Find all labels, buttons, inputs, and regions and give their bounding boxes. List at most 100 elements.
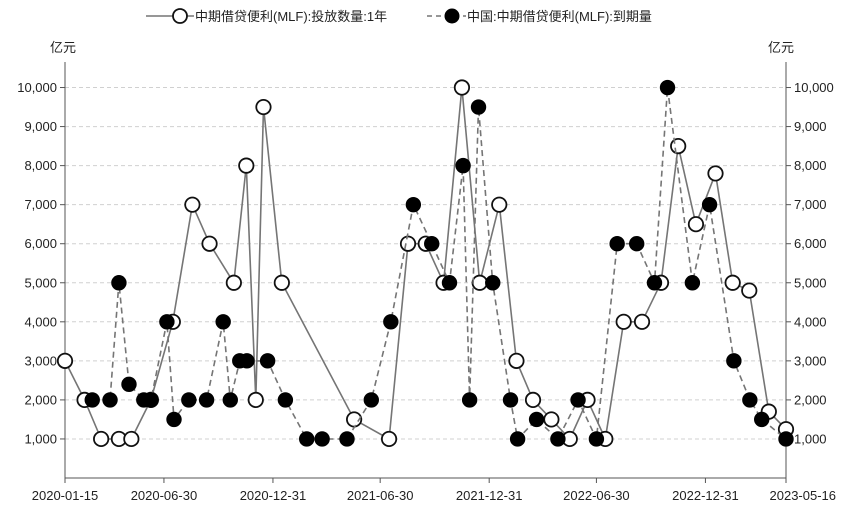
data-point (339, 431, 355, 447)
data-point (239, 353, 255, 369)
x-tick-label: 2021-06-30 (347, 488, 414, 503)
y-tick-label-right: 10,000 (794, 80, 834, 95)
left-y-axis: 1,000 2,000 3,000 4,000 5,000 6,000 7,000 8,000… (17, 80, 65, 446)
data-point (121, 376, 137, 392)
right-y-axis: 1,000 2,000 3,000 4,000 5,000 6,000 7,000 8,000… (786, 80, 834, 446)
left-unit-label: 亿元 (50, 40, 76, 55)
y-tick-label-right: 8,000 (794, 158, 827, 173)
y-tick-label-right: 1,000 (794, 431, 827, 446)
data-point (659, 79, 676, 96)
x-tick-label: 2020-12-31 (240, 488, 307, 503)
data-point (166, 411, 182, 428)
data-point (184, 196, 201, 213)
data-point (471, 274, 488, 291)
data-point (615, 313, 632, 330)
data-point (441, 275, 458, 291)
data-point (225, 274, 242, 291)
data-point (741, 282, 758, 299)
y-tick-label-left: 7,000 (24, 197, 57, 212)
x-tick-label: 2020-06-30 (131, 488, 198, 503)
data-point (453, 79, 471, 96)
data-point (159, 314, 175, 330)
legend-label: 中期借贷便利(MLF):投放数量:1年 (195, 9, 387, 24)
data-point (701, 196, 718, 213)
data-point (255, 98, 272, 116)
data-point (707, 165, 724, 182)
data-point (778, 431, 794, 447)
data-point (215, 314, 231, 330)
data-point (491, 196, 508, 213)
x-tick-label: 2022-12-31 (672, 488, 739, 503)
data-point (502, 392, 519, 408)
y-tick-label-right: 4,000 (794, 314, 827, 329)
data-point (380, 430, 398, 448)
data-point (56, 352, 74, 369)
data-point (629, 236, 645, 252)
data-point (143, 392, 159, 408)
y-tick-label-left: 9,000 (24, 119, 57, 134)
data-point (687, 216, 705, 233)
data-point (247, 391, 264, 409)
x-axis: 2020-01-15 2020-06-30 2020-12-31 2021-06-30… (32, 478, 836, 503)
data-point (238, 157, 255, 174)
data-point (754, 411, 770, 428)
legend-marker (444, 8, 460, 24)
data-point (383, 314, 399, 330)
data-point (543, 411, 560, 428)
data-point (102, 392, 118, 408)
data-point (277, 392, 294, 408)
data-point (222, 392, 238, 408)
data-point (299, 431, 315, 447)
y-tick-label-left: 6,000 (24, 236, 57, 251)
y-tick-label-left: 10,000 (17, 80, 57, 95)
legend-label: 中国:中期借贷便利(MLF):到期量 (467, 9, 652, 24)
series-1 (56, 79, 795, 448)
x-tick-label: 2021-12-31 (456, 488, 523, 503)
y-tick-label-right: 3,000 (794, 353, 827, 368)
x-tick-label: 2020-01-15 (32, 488, 99, 503)
y-tick-label-left: 8,000 (24, 158, 57, 173)
data-point (684, 275, 701, 291)
data-point (524, 391, 542, 409)
data-point (550, 431, 566, 447)
data-point (670, 137, 687, 155)
data-point (399, 235, 417, 252)
legend: 中期借贷便利(MLF):投放数量:1年 中国:中期借贷便利(MLF):到期量 (146, 8, 652, 24)
y-tick-label-right: 7,000 (794, 197, 827, 212)
data-point (724, 274, 741, 291)
y-tick-label-right: 6,000 (794, 236, 827, 251)
data-point (201, 235, 218, 252)
data-point (181, 392, 197, 408)
y-tick-label-right: 2,000 (794, 392, 827, 407)
data-point (633, 313, 651, 330)
data-point (646, 275, 663, 291)
data-point (726, 353, 742, 369)
y-tick-label-left: 1,000 (24, 431, 57, 446)
y-tick-label-left: 3,000 (24, 353, 57, 368)
data-point (405, 196, 422, 213)
data-point (485, 275, 501, 291)
data-point (570, 392, 586, 408)
data-point (259, 353, 276, 369)
data-point (363, 392, 379, 408)
legend-item-1: 中期借贷便利(MLF):投放数量:1年 (146, 8, 387, 24)
y-tick-label-right: 9,000 (794, 119, 827, 134)
data-point (455, 157, 471, 174)
data-point (528, 411, 545, 428)
data-point (84, 392, 100, 408)
axes (64, 62, 787, 479)
data-point (111, 275, 127, 291)
data-point (609, 236, 625, 252)
data-point (314, 431, 330, 447)
x-tick-label: 2022-06-30 (563, 488, 630, 503)
data-point (123, 430, 140, 448)
x-tick-label: 2023-05-16 (770, 488, 837, 503)
legend-item-2: 中国:中期借贷便利(MLF):到期量 (427, 8, 652, 24)
right-unit-label: 亿元 (768, 40, 794, 55)
data-point (509, 431, 526, 447)
y-tick-label-right: 5,000 (794, 275, 827, 290)
data-point (508, 352, 525, 369)
data-point (424, 236, 440, 252)
y-tick-label-left: 4,000 (24, 314, 57, 329)
